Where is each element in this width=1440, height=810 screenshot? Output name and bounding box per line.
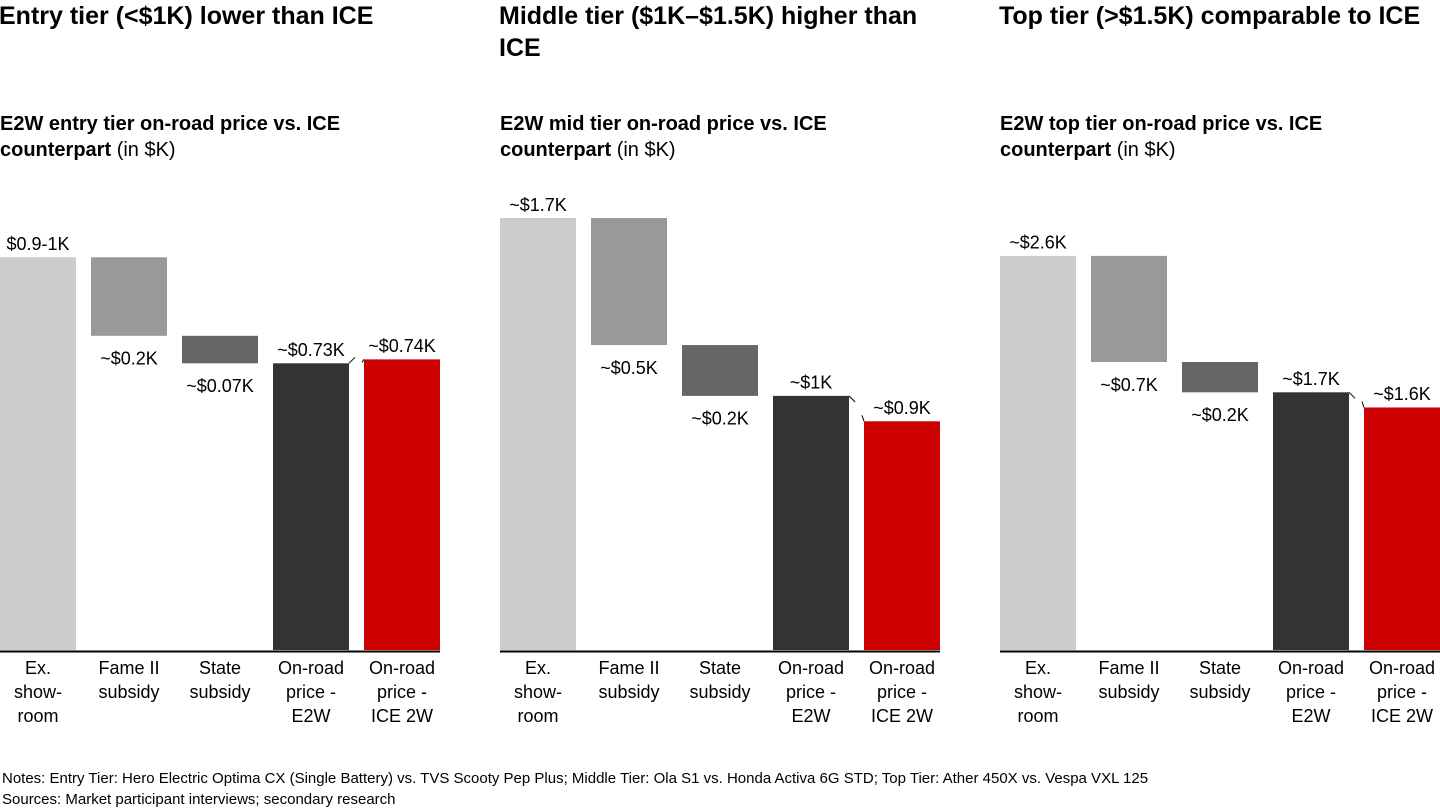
- category-label: On-road price - ICE 2W: [868, 658, 936, 726]
- value-label: ~$1K: [790, 373, 833, 393]
- category-label: Ex. show- room: [513, 658, 562, 726]
- bar: [773, 395, 849, 650]
- connector: [848, 395, 856, 403]
- connector: [861, 415, 865, 422]
- subtitle-unit: (in $K): [616, 139, 676, 161]
- category-label: On-road price - ICE 2W: [368, 658, 436, 726]
- panel-subtitle: E2W entry tier on-road price vs. ICE cou…: [0, 111, 420, 163]
- category-label: Fame II subsidy: [1098, 658, 1160, 702]
- connector: [361, 359, 365, 363]
- connector: [1348, 391, 1356, 399]
- subtitle-main: E2W entry tier on-road price vs. ICE cou…: [0, 113, 341, 161]
- panel-subtitle: E2W mid tier on-road price vs. ICE count…: [500, 111, 920, 163]
- value-label: ~$0.74K: [368, 336, 436, 356]
- connector: [1361, 401, 1365, 408]
- bar: [1364, 407, 1440, 650]
- bar: [1000, 255, 1076, 651]
- subtitle-main: E2W mid tier on-road price vs. ICE count…: [500, 113, 827, 161]
- value-label: ~$0.5K: [600, 358, 658, 378]
- category-label: State subsidy: [1189, 658, 1251, 702]
- bar: [1273, 392, 1349, 650]
- bar: [364, 359, 440, 650]
- category-label: State subsidy: [689, 658, 751, 702]
- category-label: On-road price - E2W: [777, 658, 845, 726]
- value-label: ~$0.2K: [691, 409, 749, 429]
- bar: [273, 363, 349, 650]
- connector: [348, 356, 356, 364]
- subtitle-main: E2W top tier on-road price vs. ICE count…: [1000, 113, 1323, 161]
- value-label: ~$1.7K: [1282, 369, 1340, 389]
- panel-title: Top tier (>$1.5K) comparable to ICE: [999, 2, 1421, 30]
- panel-title: Entry tier (<$1K) lower than ICE: [0, 2, 374, 30]
- category-label: State subsidy: [189, 658, 251, 702]
- category-label: On-road price - E2W: [1277, 658, 1345, 726]
- value-label: ~$0.9K: [873, 398, 931, 418]
- bar: [864, 421, 940, 650]
- category-label: On-road price - E2W: [277, 658, 345, 726]
- sources: Sources: Market participant interviews; …: [2, 791, 396, 808]
- notes: Notes: Entry Tier: Hero Electric Optima …: [2, 770, 1149, 787]
- value-label: ~$0.73K: [277, 340, 345, 360]
- panel-title: Middle tier ($1K–$1.5K) higher than ICE: [499, 2, 918, 62]
- bar: [1091, 255, 1167, 362]
- value-label: ~$1.7K: [509, 195, 567, 215]
- value-label: ~$1.6K: [1373, 384, 1431, 404]
- category-label: On-road price - ICE 2W: [1368, 658, 1436, 726]
- value-label: ~$0.2K: [100, 349, 158, 369]
- bar: [682, 345, 758, 396]
- bar: [0, 257, 76, 650]
- category-label: Ex. show- room: [13, 658, 62, 726]
- value-label: $0.9-1K: [6, 234, 69, 254]
- bar: [91, 257, 167, 336]
- bar: [500, 218, 576, 650]
- category-label: Ex. show- room: [1013, 658, 1062, 726]
- category-label: Fame II subsidy: [98, 658, 160, 702]
- value-label: ~$0.07K: [186, 376, 254, 396]
- bar: [591, 218, 667, 346]
- subtitle-unit: (in $K): [1116, 139, 1176, 161]
- bar: [1182, 362, 1258, 393]
- category-label: Fame II subsidy: [598, 658, 660, 702]
- value-label: ~$2.6K: [1009, 233, 1067, 253]
- value-label: ~$0.2K: [1191, 405, 1249, 425]
- value-label: ~$0.7K: [1100, 375, 1158, 395]
- bar: [182, 335, 258, 364]
- panel-subtitle: E2W top tier on-road price vs. ICE count…: [1000, 111, 1420, 163]
- subtitle-unit: (in $K): [116, 139, 176, 161]
